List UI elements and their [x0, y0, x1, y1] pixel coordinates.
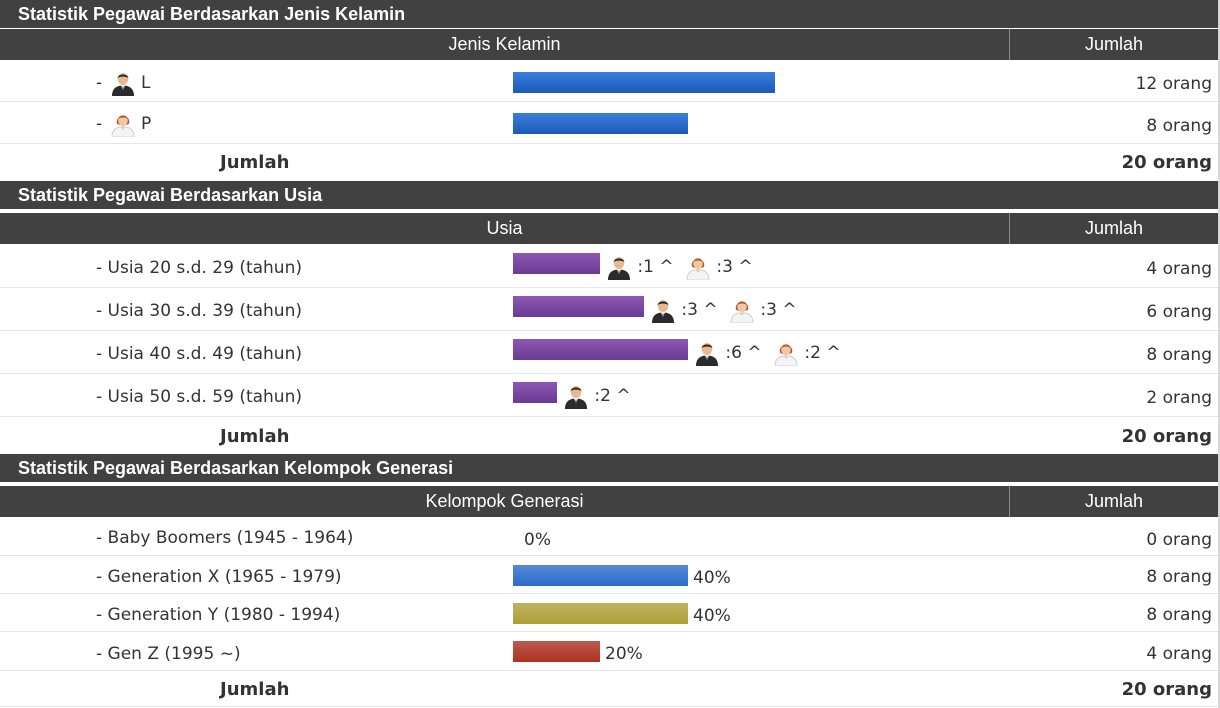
generation-row-label: - Baby Boomers (1945 - 1964) — [96, 528, 354, 548]
total-label: Jumlah — [220, 426, 290, 447]
age-bar — [513, 339, 688, 360]
gender-total-row: Jumlah 20 orang — [0, 144, 1218, 180]
age-row-label: - Usia 50 s.d. 59 (tahun) — [96, 387, 302, 407]
table-row: - Generation Y (1980 - 1994) 40% 8 orang — [0, 594, 1218, 632]
age-section-title: Statistik Pegawai Berdasarkan Usia — [0, 181, 1218, 209]
age-row-label: - Usia 20 s.d. 29 (tahun) — [96, 258, 302, 278]
female-user-icon — [773, 340, 799, 366]
female-user-icon — [685, 254, 711, 280]
age-bar — [513, 382, 557, 403]
age-col-count: Jumlah — [1084, 218, 1144, 238]
gender-col-count: Jumlah — [1084, 34, 1144, 54]
age-count: 8 orang — [1146, 345, 1212, 365]
male-user-icon — [110, 70, 136, 96]
age-count: 2 orang — [1146, 388, 1212, 408]
gender-count: 8 orang — [1146, 116, 1212, 136]
dash-text: - — [96, 114, 103, 134]
generation-col-count: Jumlah — [1084, 491, 1144, 511]
gender-bar — [513, 72, 775, 93]
gender-row-label: - P — [96, 111, 151, 137]
generation-col-label: Kelompok Generasi — [0, 486, 1010, 517]
bottom-divider — [0, 706, 1218, 707]
female-user-icon — [110, 111, 136, 137]
table-row: - Usia 30 s.d. 39 (tahun) :3 ^ :3 ^ 6 or… — [0, 288, 1218, 331]
gender-col-label: Jenis Kelamin — [0, 29, 1010, 60]
gender-label: P — [140, 114, 152, 134]
male-user-icon — [650, 297, 676, 323]
male-count: :6 ^ — [725, 343, 762, 363]
female-user-icon — [729, 297, 755, 323]
male-user-icon — [694, 340, 720, 366]
age-count: 4 orang — [1146, 259, 1212, 279]
generation-row-label: - Generation X (1965 - 1979) — [96, 567, 342, 587]
generation-count: 8 orang — [1146, 567, 1212, 587]
total-label: Jumlah — [220, 152, 290, 173]
age-total-row: Jumlah 20 orang — [0, 417, 1218, 453]
age-row-label: - Usia 40 s.d. 49 (tahun) — [96, 344, 302, 364]
generation-total-row: Jumlah 20 orang — [0, 671, 1218, 707]
female-count: :2 ^ — [804, 343, 841, 363]
age-gender-breakdown: :2 ^ — [563, 383, 631, 409]
table-row: - P 8 orang — [0, 102, 1218, 144]
generation-percent: 0% — [524, 530, 551, 550]
age-col-label: Usia — [0, 213, 1010, 244]
age-bar — [513, 253, 600, 274]
female-count: :3 ^ — [760, 300, 797, 320]
gender-bar — [513, 113, 688, 134]
gender-section-title: Statistik Pegawai Berdasarkan Jenis Kela… — [0, 0, 1218, 28]
male-user-icon — [606, 254, 632, 280]
male-count: :2 ^ — [594, 386, 631, 406]
total-value: 20 orang — [1121, 679, 1212, 700]
age-gender-breakdown: :1 ^ :3 ^ — [606, 254, 753, 280]
total-label: Jumlah — [220, 679, 290, 700]
age-bar — [513, 296, 644, 317]
generation-count: 0 orang — [1146, 530, 1212, 550]
generation-count: 8 orang — [1146, 605, 1212, 625]
generation-bar — [513, 603, 688, 624]
dash-text: - — [96, 73, 103, 93]
age-row-label: - Usia 30 s.d. 39 (tahun) — [96, 301, 302, 321]
table-row: - Baby Boomers (1945 - 1964) 0% 0 orang — [0, 518, 1218, 556]
gender-table-header: Jenis Kelamin Jumlah — [0, 29, 1218, 60]
generation-section-title: Statistik Pegawai Berdasarkan Kelompok G… — [0, 454, 1218, 482]
generation-bar — [513, 565, 688, 586]
generation-row-label: - Gen Z (1995 ~) — [96, 644, 241, 664]
age-table-header: Usia Jumlah — [0, 213, 1218, 244]
generation-count: 4 orang — [1146, 644, 1212, 664]
gender-row-label: - L — [96, 70, 150, 96]
table-row: - Usia 40 s.d. 49 (tahun) :6 ^ :2 ^ 8 or… — [0, 331, 1218, 374]
generation-table-header: Kelompok Generasi Jumlah — [0, 486, 1218, 517]
generation-bar — [513, 641, 600, 662]
male-count: :3 ^ — [681, 300, 718, 320]
generation-row-label: - Generation Y (1980 - 1994) — [96, 605, 341, 625]
age-gender-breakdown: :6 ^ :2 ^ — [694, 340, 841, 366]
total-value: 20 orang — [1121, 426, 1212, 447]
table-row: - Generation X (1965 - 1979) 40% 8 orang — [0, 556, 1218, 594]
table-row: - Usia 50 s.d. 59 (tahun) :2 ^ 2 orang — [0, 374, 1218, 417]
male-user-icon — [563, 383, 589, 409]
total-value: 20 orang — [1121, 152, 1212, 173]
table-row: - Usia 20 s.d. 29 (tahun) :1 ^ :3 ^ 4 or… — [0, 245, 1218, 288]
female-count: :3 ^ — [716, 257, 753, 277]
table-row: - Gen Z (1995 ~) 20% 4 orang — [0, 632, 1218, 671]
gender-label: L — [140, 73, 151, 93]
age-count: 6 orang — [1146, 302, 1212, 322]
generation-percent: 40% — [693, 606, 731, 626]
age-gender-breakdown: :3 ^ :3 ^ — [650, 297, 797, 323]
table-row: - L 12 orang — [0, 60, 1218, 102]
generation-percent: 20% — [605, 644, 643, 664]
generation-percent: 40% — [693, 568, 731, 588]
male-count: :1 ^ — [637, 257, 674, 277]
gender-count: 12 orang — [1135, 74, 1212, 94]
scrollbar-edge[interactable] — [1218, 0, 1220, 708]
